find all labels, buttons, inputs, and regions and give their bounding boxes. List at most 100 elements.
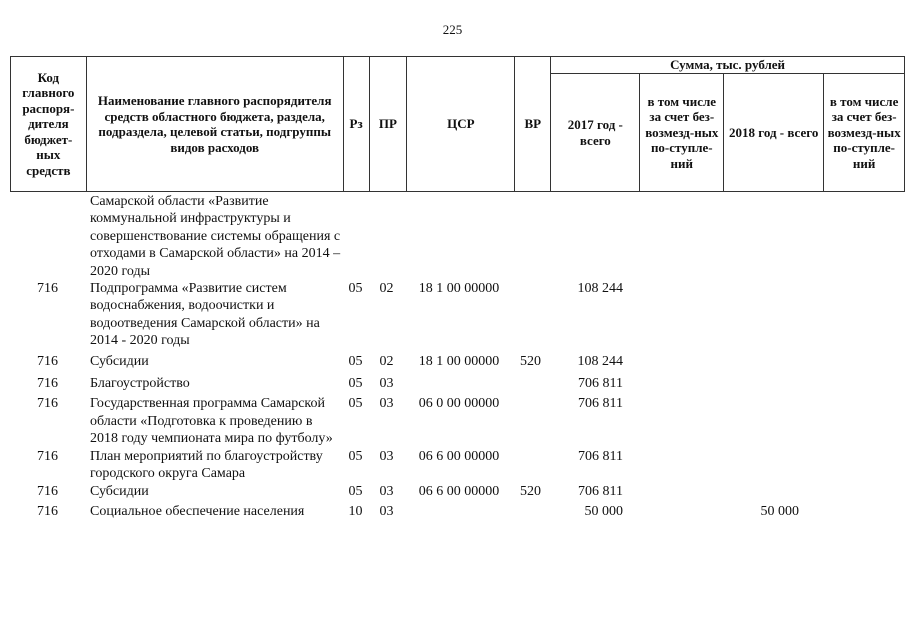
cell-s2017-incl (637, 375, 720, 392)
cell-csr: 18 1 00 00000 (418, 353, 500, 369)
cell-s2018 (720, 395, 820, 447)
cell-s2017-incl (637, 448, 720, 483)
table-row: 716 План мероприятий по благоустройству г… (10, 448, 900, 483)
cell-vr: 520 (520, 353, 541, 369)
cell-s2017: 108 244 (577, 353, 624, 369)
cell-s2018-incl (820, 483, 900, 500)
table-row: 716 Подпрограмма «Развитие систем водосна… (10, 280, 900, 350)
cell-s2017 (548, 193, 637, 280)
table-body: Самарской области «Развитие коммунальной… (10, 193, 900, 520)
cell-pr: 03 (379, 503, 394, 519)
header-pr: ПР (368, 56, 408, 192)
cell-pr: 02 (379, 353, 394, 369)
cell-s2018 (720, 280, 820, 350)
cell-s2017: 706 811 (578, 483, 623, 499)
cell-code: 716 (37, 396, 58, 412)
header-vr: ВР (514, 56, 552, 192)
cell-s2017: 108 244 (577, 281, 624, 297)
cell-vr (513, 375, 548, 392)
cell-pr: 02 (379, 281, 394, 297)
header-code: Код главного распоря-дителя бюджет-ных с… (10, 56, 87, 192)
table-row: 716 Социальное обеспечение населения 10 03 5… (10, 503, 900, 520)
cell-vr (513, 503, 548, 520)
table-row: 716 Государственная программа Самарской о… (10, 395, 900, 447)
cell-rz: 05 (348, 396, 363, 412)
header-2018-incl: в том числе за счет без-возмезд-ных по-с… (823, 73, 905, 192)
cell-s2018-incl (820, 395, 900, 447)
cell-code: 716 (37, 503, 58, 519)
cell-pr: 03 (379, 448, 394, 464)
cell-csr: 18 1 00 00000 (418, 281, 500, 297)
cell-csr: 06 6 00 00000 (418, 483, 500, 499)
cell-rz: 05 (348, 281, 363, 297)
cell-s2018-incl (820, 448, 900, 483)
cell-s2018 (720, 448, 820, 483)
cell-pr: 03 (379, 396, 394, 412)
cell-csr (405, 193, 513, 280)
cell-s2017-incl (637, 193, 720, 280)
cell-pr: 03 (379, 376, 394, 392)
cell-code: 716 (37, 483, 58, 499)
cell-csr: 06 6 00 00000 (418, 448, 500, 464)
cell-csr (405, 375, 513, 392)
cell-code (10, 193, 85, 280)
cell-vr: 520 (520, 483, 541, 499)
cell-name: Субсидии (90, 353, 149, 369)
table-row: 716 Благоустройство 05 03 706 811 (10, 375, 900, 392)
cell-s2018 (720, 353, 820, 370)
cell-vr (513, 448, 548, 483)
cell-name: Самарской области «Развитие коммунальной… (90, 194, 341, 279)
cell-name: Субсидии (90, 483, 149, 499)
cell-code: 716 (37, 448, 58, 464)
header-csr: ЦСР (406, 56, 516, 192)
table-row: Самарской области «Развитие коммунальной… (10, 193, 900, 280)
cell-s2017-incl (637, 395, 720, 447)
cell-s2017-incl (637, 503, 720, 520)
header-2017-incl: в том числе за счет без-возмезд-ных по-с… (639, 73, 725, 192)
cell-rz: 10 (348, 503, 363, 519)
cell-vr (513, 280, 548, 350)
cell-s2018-incl (820, 193, 900, 280)
cell-csr: 06 0 00 00000 (418, 396, 500, 412)
cell-s2018-incl (820, 375, 900, 392)
cell-s2018 (720, 375, 820, 392)
cell-csr (405, 503, 513, 520)
cell-rz: 05 (348, 353, 363, 369)
cell-s2017-incl (637, 483, 720, 500)
cell-rz: 05 (348, 483, 363, 499)
page-number: 225 (442, 22, 463, 37)
cell-rz (343, 193, 368, 280)
table-row: 716 Субсидии 05 02 18 1 00 00000 520 108 244 (10, 353, 900, 370)
cell-rz: 05 (348, 376, 363, 392)
header-2017: 2017 год - всего (550, 73, 641, 192)
cell-s2017-incl (637, 280, 720, 350)
cell-s2018 (720, 193, 820, 280)
header-name: Наименование главного распорядителя сред… (85, 56, 344, 192)
cell-name: Подпрограмма «Развитие систем водоснабже… (90, 281, 320, 349)
cell-name: План мероприятий по благоустройству горо… (90, 448, 323, 482)
cell-vr (513, 395, 548, 447)
cell-vr (513, 193, 548, 280)
table-row: 716 Субсидии 05 03 06 6 00 00000 520 706 811 (10, 483, 900, 500)
header-sum: Сумма, тыс. рублей (550, 56, 905, 74)
header-rz: Рз (342, 56, 370, 192)
cell-pr (368, 193, 405, 280)
header-2018: 2018 год - всего (723, 73, 825, 192)
cell-s2018: 50 000 (760, 503, 800, 519)
cell-s2017: 706 811 (578, 376, 623, 392)
cell-name: Государственная программа Самарской обла… (90, 396, 333, 447)
cell-code: 716 (37, 353, 58, 369)
cell-code: 716 (37, 281, 58, 297)
cell-pr: 03 (379, 483, 394, 499)
cell-s2017: 706 811 (578, 396, 623, 412)
cell-s2017-incl (637, 353, 720, 370)
cell-name: Благоустройство (90, 376, 190, 392)
cell-rz: 05 (348, 448, 363, 464)
table-header: Код главного распоря-дителя бюджет-ных с… (10, 56, 905, 192)
cell-s2018-incl (820, 353, 900, 370)
cell-s2017: 706 811 (578, 448, 623, 464)
cell-s2017: 50 000 (584, 503, 624, 519)
cell-s2018 (720, 483, 820, 500)
cell-name: Социальное обеспечение населения (90, 503, 305, 519)
cell-code: 716 (37, 376, 58, 392)
